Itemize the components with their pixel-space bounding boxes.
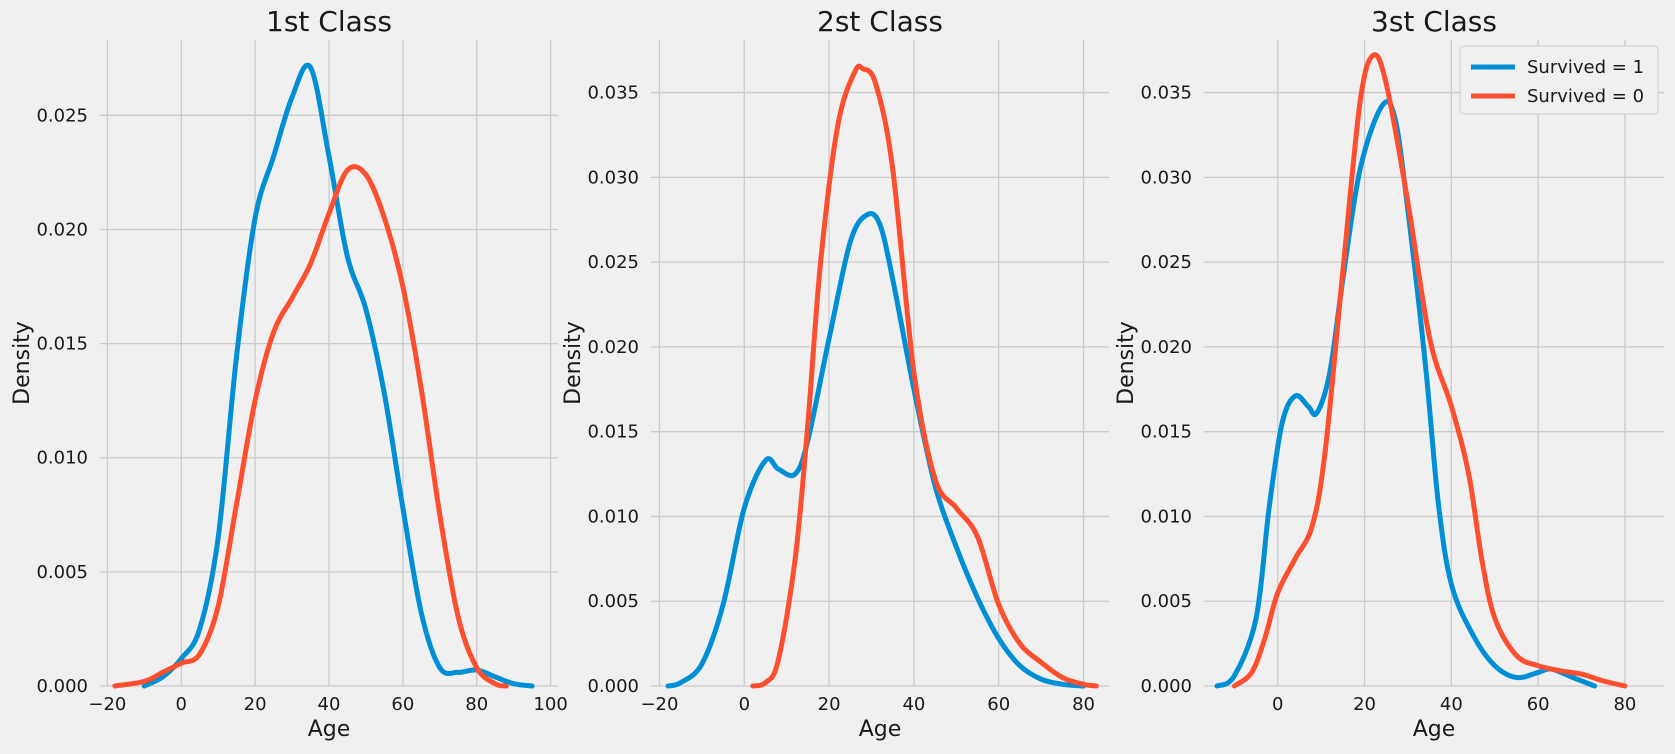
- series-line-survived-1: [141, 62, 535, 689]
- y-tick-label: 0.030: [587, 167, 639, 188]
- y-tick-label: 0.020: [1140, 337, 1192, 358]
- y-tick-label: 0.005: [1140, 591, 1192, 612]
- x-tick-label: 20: [244, 694, 267, 715]
- x-tick-label: 0: [1272, 694, 1283, 715]
- y-tick-label: 0.020: [36, 219, 88, 240]
- legend-label: Survived = 0: [1527, 86, 1644, 107]
- y-tick-label: 0.005: [36, 562, 88, 583]
- x-tick-label: 20: [1353, 694, 1376, 715]
- y-tick-label: 0.020: [587, 337, 639, 358]
- x-axis-label: Age: [1413, 717, 1456, 742]
- chart-panel-2: −20 0 20 40 60 80 0.000 0.005 0.010 0.015 0.020 0.0…: [561, 5, 1109, 742]
- x-tick-label: 40: [318, 694, 341, 715]
- y-tick-label: 0.035: [587, 83, 639, 104]
- x-tick-label: 40: [1440, 694, 1463, 715]
- chart-panel-1: −20 0 20 40 60 80 100 0.000 0.005 0.010 0.015 0.020…: [10, 5, 568, 742]
- chart-title: 3st Class: [1371, 5, 1497, 38]
- x-tick-label: 0: [739, 694, 750, 715]
- x-tick-label: 0: [176, 694, 187, 715]
- chart-title: 2st Class: [817, 5, 943, 38]
- y-axis-label: Density: [561, 321, 586, 405]
- y-tick-label: 0.025: [1140, 252, 1192, 273]
- chart-panel-3: 0 20 40 60 80 0.000 0.005 0.010 0.015 0.020 0.025 0…: [1114, 5, 1664, 742]
- y-tick-label: 0.035: [1140, 83, 1192, 104]
- x-tick-label: 60: [391, 694, 414, 715]
- x-axis-label: Age: [859, 717, 902, 742]
- x-tick-label: 60: [1527, 694, 1550, 715]
- chart-title: 1st Class: [266, 5, 392, 38]
- x-tick-label: −20: [640, 694, 678, 715]
- y-tick-label: 0.030: [1140, 167, 1192, 188]
- x-axis-label: Age: [308, 717, 351, 742]
- x-tick-label: 60: [987, 694, 1010, 715]
- y-axis-label: Density: [10, 321, 35, 405]
- y-tick-label: 0.010: [36, 448, 88, 469]
- x-tick-label: 80: [465, 694, 488, 715]
- series-line-survived-0: [1231, 52, 1628, 689]
- y-tick-label: 0.025: [36, 105, 88, 126]
- y-tick-label: 0.010: [1140, 506, 1192, 527]
- y-tick-label: 0.025: [587, 252, 639, 273]
- x-tick-label: 40: [902, 694, 925, 715]
- legend: Survived = 1 Survived = 0: [1459, 45, 1659, 115]
- y-tick-label: 0.000: [1140, 676, 1192, 697]
- y-tick-label: 0.005: [587, 591, 639, 612]
- series-line-survived-0: [112, 164, 509, 689]
- x-tick-label: 100: [533, 694, 567, 715]
- x-tick-label: 80: [1072, 694, 1095, 715]
- y-tick-label: 0.010: [587, 506, 639, 527]
- series-line-survived-0: [750, 63, 1099, 689]
- y-tick-label: 0.000: [587, 676, 639, 697]
- y-tick-label: 0.000: [36, 676, 88, 697]
- y-tick-label: 0.015: [1140, 422, 1192, 443]
- y-tick-label: 0.015: [36, 334, 88, 355]
- legend-label: Survived = 1: [1527, 57, 1644, 78]
- x-tick-label: −20: [88, 694, 126, 715]
- x-tick-label: 80: [1613, 694, 1636, 715]
- series-line-survived-1: [665, 211, 1087, 689]
- y-tick-label: 0.015: [587, 422, 639, 443]
- y-axis-label: Density: [1114, 321, 1139, 405]
- x-tick-label: 20: [818, 694, 841, 715]
